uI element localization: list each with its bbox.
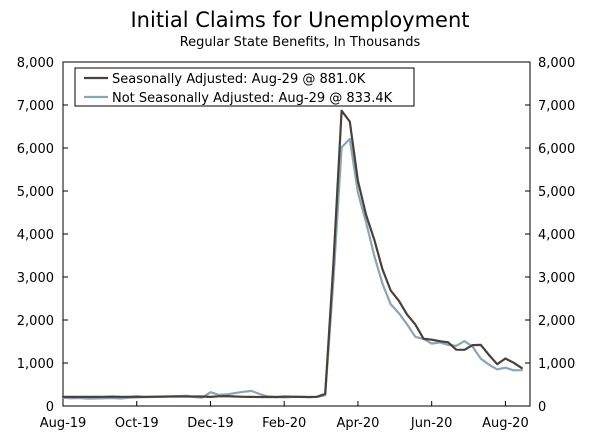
y-tick-label-right: 8,000: [538, 56, 575, 71]
y-tick-label-left: 0: [46, 400, 54, 415]
x-tick-label: Apr-20: [336, 416, 379, 431]
series-lines: [61, 109, 523, 400]
x-tick-label: Dec-19: [187, 416, 233, 431]
y-tick-label-right: 3,000: [538, 271, 575, 286]
x-tick-label: Oct-19: [115, 416, 159, 431]
y-tick-label-right: 0: [538, 400, 546, 415]
y-tick-label-right: 7,000: [538, 99, 575, 114]
y-tick-label-right: 6,000: [538, 142, 575, 157]
axes: 0 0 1,000 1,000 2,000 2,000 3,000 3,000 4,000 4,0…: [17, 56, 575, 431]
chart-title: Initial Claims for Unemployment: [130, 8, 469, 32]
x-tick-label: Feb-20: [262, 416, 306, 431]
plot-area-frame: [62, 61, 531, 407]
y-tick-label-left: 1,000: [17, 357, 54, 372]
chart-subtitle: Regular State Benefits, In Thousands: [180, 35, 421, 50]
x-tick-label: Jun-20: [410, 416, 453, 431]
x-tick-label: Aug-20: [482, 416, 529, 431]
line-not-seasonally-adjusted: [61, 137, 523, 400]
y-tick-label-right: 2,000: [538, 314, 575, 329]
legend-label-not-seasonally-adjusted: Not Seasonally Adjusted: Aug-29 @ 833.4K: [112, 91, 393, 106]
y-tick-label-right: 5,000: [538, 185, 575, 200]
line-seasonally-adjusted: [61, 109, 523, 399]
y-tick-label-left: 8,000: [17, 56, 54, 71]
y-tick-label-right: 4,000: [538, 228, 575, 243]
y-tick-label-left: 2,000: [17, 314, 54, 329]
y-tick-label-left: 5,000: [17, 185, 54, 200]
y-tick-label-left: 3,000: [17, 271, 54, 286]
y-tick-label-left: 6,000: [17, 142, 54, 157]
legend: Seasonally Adjusted: Aug-29 @ 881.0K Not…: [74, 67, 415, 107]
y-tick-label-right: 1,000: [538, 357, 575, 372]
x-tick-label: Aug-19: [40, 416, 87, 431]
legend-box: [74, 67, 415, 107]
legend-label-seasonally-adjusted: Seasonally Adjusted: Aug-29 @ 881.0K: [112, 72, 366, 87]
y-tick-label-left: 7,000: [17, 99, 54, 114]
y-tick-label-left: 4,000: [17, 228, 54, 243]
